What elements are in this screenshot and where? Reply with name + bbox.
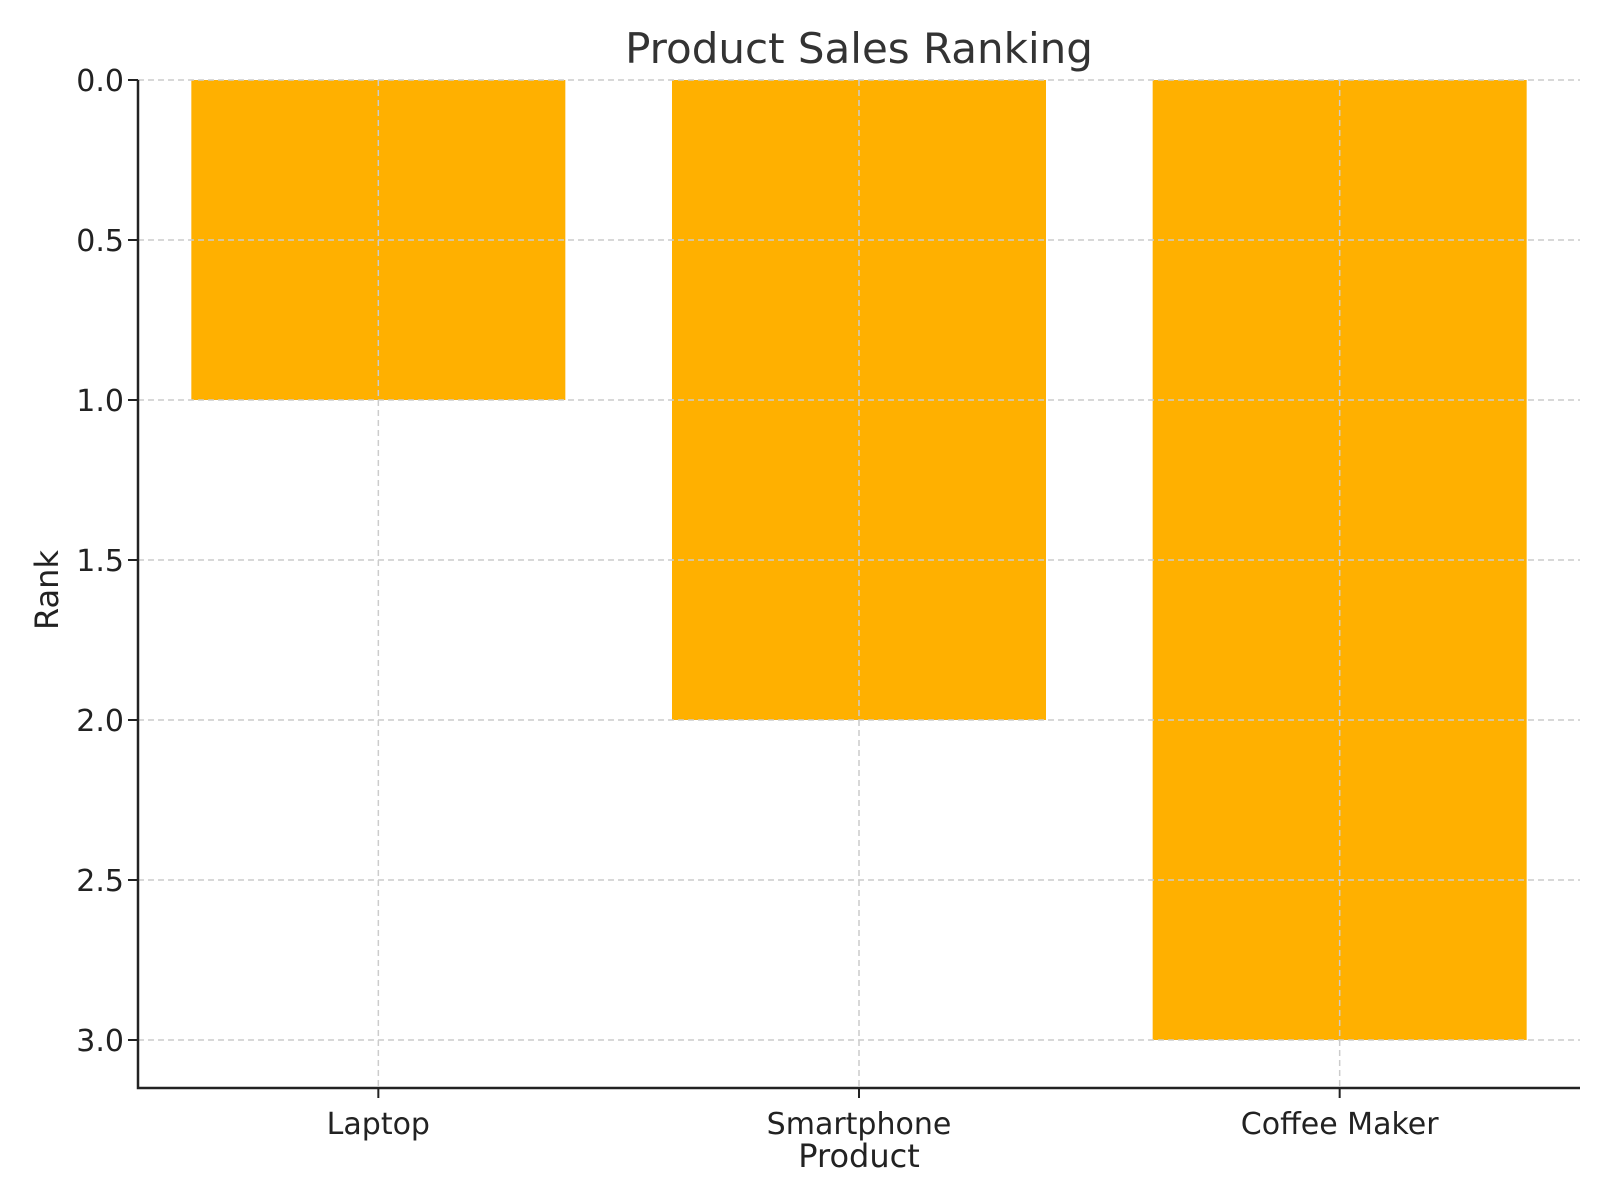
x-tick-label: Laptop [327,1107,430,1142]
x-tick-label: Coffee Maker [1241,1107,1439,1142]
y-tick-label: 1.0 [76,384,124,419]
y-tick-label: 3.0 [76,1024,124,1059]
y-tick-label: 0.0 [76,64,124,99]
y-tick-label: 1.5 [76,544,124,579]
axes-spine [136,80,1580,1090]
y-axis-label: Rank [28,550,66,630]
x-axis-label: Product [798,1137,920,1175]
axes-layer [136,80,1580,1090]
x-tick-label: Smartphone [767,1107,952,1142]
chart-title: Product Sales Ranking [625,24,1093,73]
grid-layer [138,79,1580,1088]
ticks-layer: 0.0 0.5 1.0 1.5 2.0 2.5 3.0 Laptop Smartphone Cof… [76,64,1439,1142]
y-tick-label: 2.5 [76,864,124,899]
y-tick-label: 2.0 [76,704,124,739]
y-tick-label: 0.5 [76,224,124,259]
